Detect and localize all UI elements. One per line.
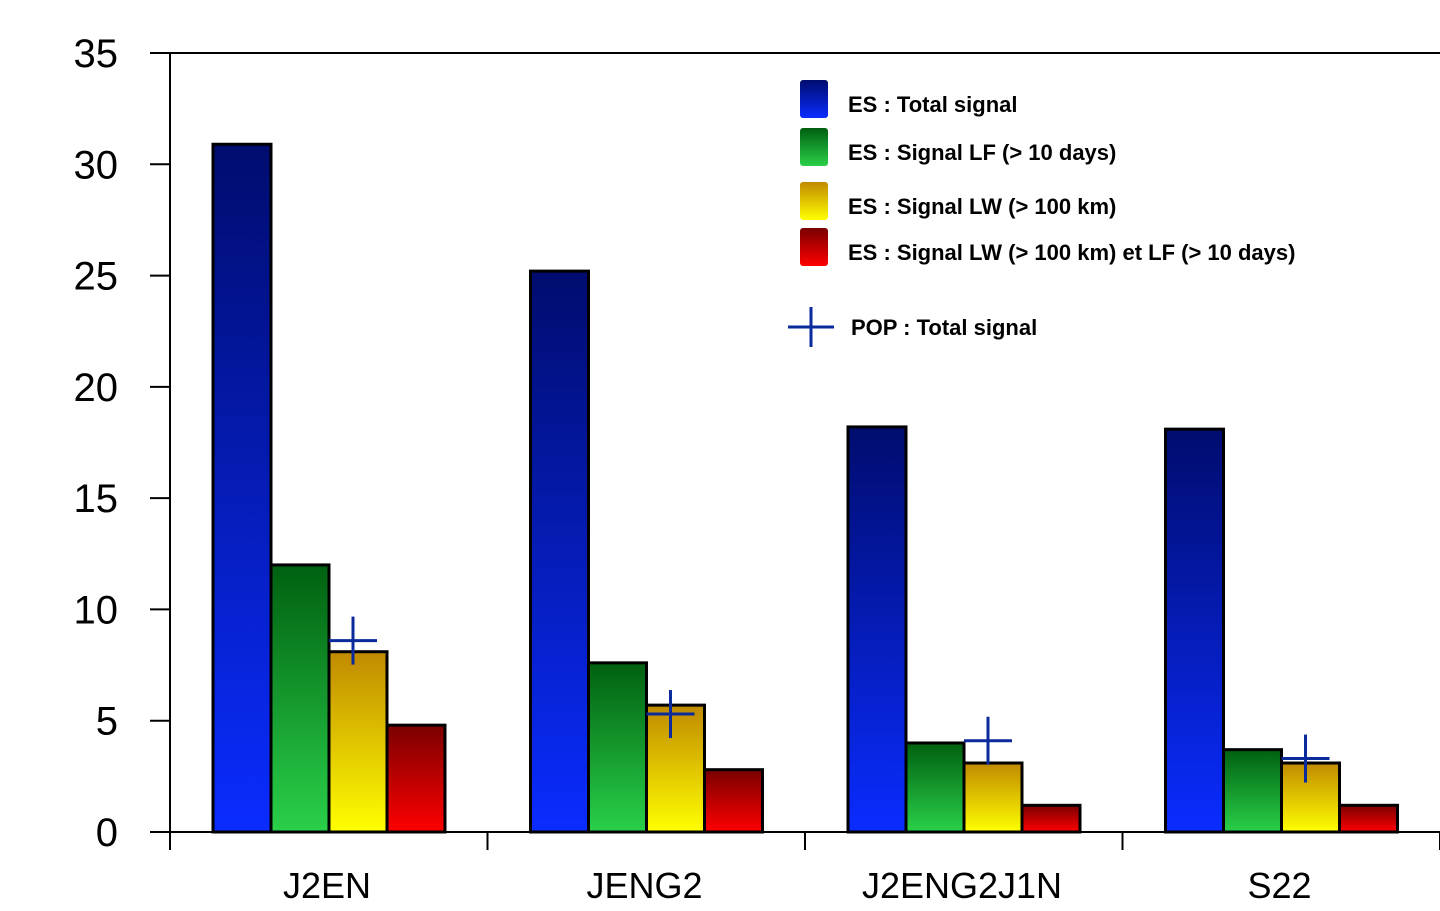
bar-s22-series-3 [1280,761,1341,834]
legend-label-series-2: ES : Signal LF (> 10 days) [848,140,1116,165]
y-tick-label: 35 [74,32,119,76]
pop-marker-jeng2 [646,690,695,739]
category-labels: J2EN JENG2 J2ENG2J1N S22 [283,865,1312,906]
bar-j2eng2j1n-series-2 [904,741,966,834]
bar-j2eng2j1n-series-4 [1020,803,1082,834]
y-tick-label: 0 [96,811,118,855]
legend-swatch-series-1 [800,80,828,118]
legend-swatch-series-4 [800,228,828,266]
pop-marker-j2eng2j1n [964,716,1012,765]
bar-j2en-series-1 [211,142,273,834]
bar-s22-series-1 [1164,427,1225,834]
legend-label-series-4: ES : Signal LW (> 100 km) et LF (> 10 da… [848,240,1295,265]
bar-jeng2-series-3 [645,703,706,834]
bar-s22-series-4 [1338,803,1399,834]
y-tick-label: 20 [74,366,119,410]
legend-swatch-series-2 [800,128,828,166]
legend-label-series-1: ES : Total signal [848,92,1018,117]
pop-markers [329,616,1330,783]
bars [211,142,1399,834]
bar-jeng2-series-4 [703,768,764,834]
bar-j2en-series-2 [269,563,331,834]
bar-j2en-series-3 [327,650,389,834]
bar-j2eng2j1n-series-1 [846,425,908,834]
y-tick-label: 25 [74,255,119,299]
legend-swatch-series-3 [800,182,828,220]
y-tick-label: 5 [96,700,118,744]
pop-marker-j2en [329,616,377,665]
bar-jeng2-series-1 [529,269,590,834]
category-label: J2ENG2J1N [862,865,1062,906]
bar-j2eng2j1n-series-3 [962,761,1024,834]
bar-jeng2-series-2 [587,661,648,834]
category-label: JENG2 [586,865,702,906]
category-label: J2EN [283,865,371,906]
category-label: S22 [1247,865,1311,906]
legend-marker-pop [788,307,834,347]
legend: ES : Total signal ES : Signal LF (> 10 da… [788,80,1295,347]
bar-s22-series-2 [1222,748,1283,834]
y-tick-label: 30 [74,143,119,187]
bar-j2en-series-4 [385,723,447,834]
y-tick-labels: 0 5 10 15 20 25 30 35 [74,32,119,855]
legend-label-pop: POP : Total signal [851,315,1037,340]
pop-marker-s22 [1281,734,1330,783]
legend-label-series-3: ES : Signal LW (> 100 km) [848,194,1116,219]
y-tick-label: 10 [74,588,119,632]
y-tick-label: 15 [74,477,119,521]
